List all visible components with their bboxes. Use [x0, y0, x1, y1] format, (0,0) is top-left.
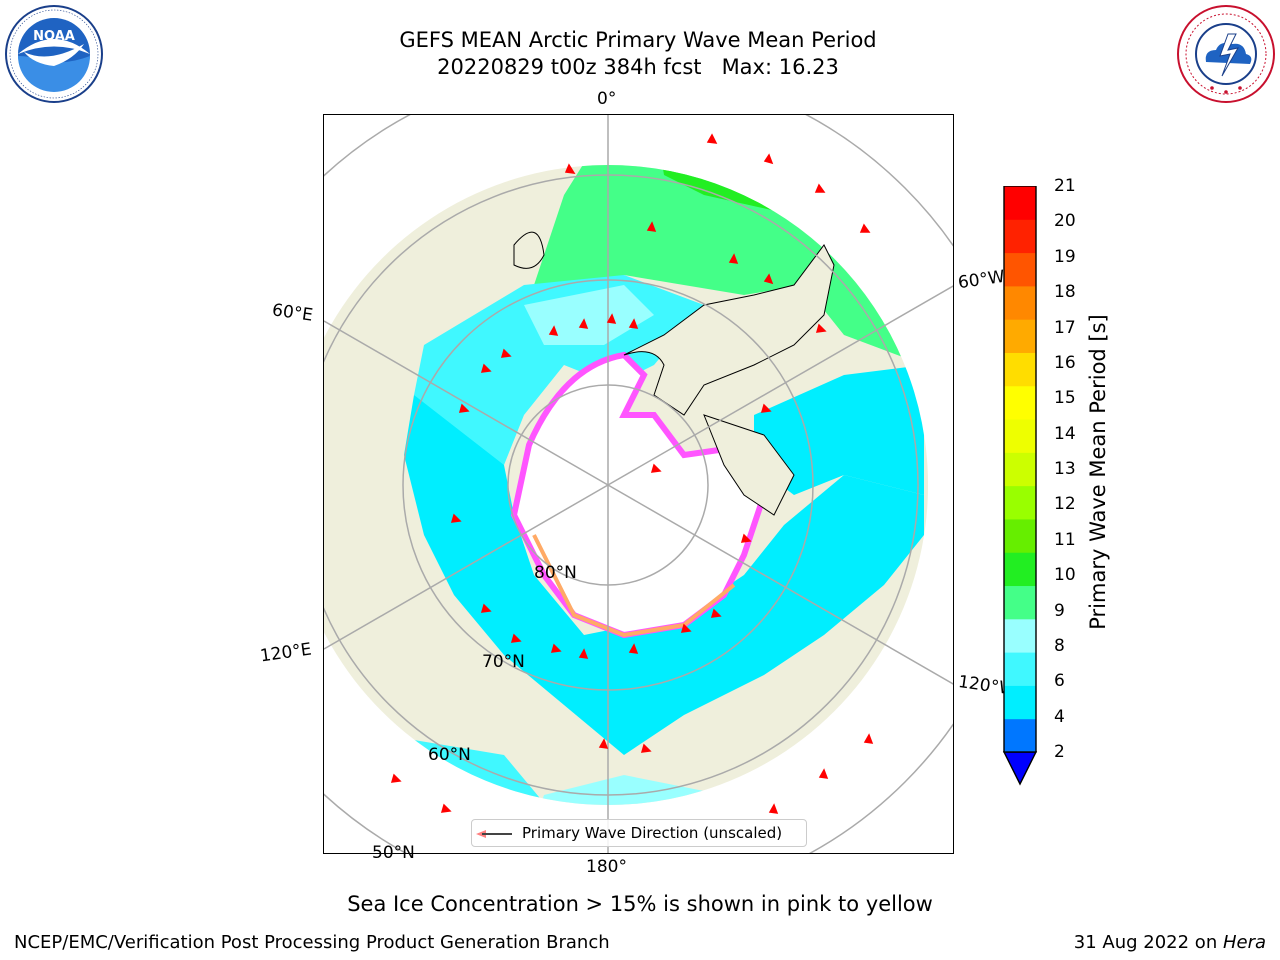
canadian-islands	[703, 414, 795, 516]
colorbar-tick-label: 11	[1054, 529, 1076, 550]
colorbar-band	[1004, 552, 1036, 587]
colorbar-tick-label: 19	[1054, 246, 1076, 267]
colorbar-tick-label: 20	[1054, 211, 1076, 232]
plot-title: GEFS MEAN Arctic Primary Wave Mean Perio…	[399, 28, 877, 52]
legend-arrow-icon	[476, 830, 486, 838]
lat-label-70n: 70°N	[482, 652, 525, 672]
lat-label-50n: 50°N	[372, 843, 415, 863]
legend-label: Primary Wave Direction (unscaled)	[522, 824, 783, 842]
lat-label-80n: 80°N	[534, 563, 577, 583]
domain-outside	[324, 115, 953, 853]
colorbar-band	[1004, 419, 1036, 453]
colorbar-tick-label: 8	[1054, 635, 1065, 656]
colorbar	[1002, 186, 1038, 786]
colorbar-band	[1004, 518, 1036, 553]
colorbar-band	[1004, 285, 1036, 320]
lon-label-60w: 60°W	[956, 266, 1007, 294]
colorbar-tick-label: 16	[1054, 352, 1076, 373]
colorbar-tick-label: 18	[1054, 282, 1076, 303]
colorbar-band	[1004, 319, 1036, 353]
footer-organization: NCEP/EMC/Verification Post Processing Pr…	[14, 932, 610, 953]
lon-label-0: 0°	[597, 89, 617, 109]
iceland	[513, 231, 545, 269]
colorbar-tick-label: 17	[1054, 317, 1076, 338]
noaa-logo-icon: NOAA	[5, 5, 103, 103]
sea-ice-note: Sea Ice Concentration > 15% is shown in …	[347, 892, 933, 916]
colorbar-band	[1004, 718, 1036, 753]
colorbar-tick-label: 13	[1054, 459, 1076, 479]
colorbar-band	[1004, 352, 1036, 387]
lon-label-120e: 120°E	[258, 639, 313, 667]
footer-date: 31 Aug 2022 on Hera	[1074, 931, 1266, 955]
lon-label-180: 180°	[586, 857, 627, 877]
colorbar-label: Primary Wave Mean Period [s]	[1086, 314, 1110, 630]
colorbar-tick-label: 6	[1054, 671, 1065, 692]
lat-label-60n: 60°N	[428, 745, 471, 765]
colorbar-tick-label: 9	[1054, 600, 1065, 621]
colorbar-tick-label: 10	[1054, 565, 1076, 586]
nws-logo-icon	[1177, 5, 1275, 103]
colorbar-tick-label: 2	[1054, 742, 1065, 762]
colorbar-band	[1004, 452, 1036, 487]
colorbar-band	[1004, 618, 1036, 653]
colorbar-extend-triangle	[1002, 751, 1038, 786]
svg-text:NOAA: NOAA	[33, 29, 75, 44]
map-legend: Primary Wave Direction (unscaled)	[471, 819, 807, 847]
colorbar-tick-label: 15	[1054, 388, 1076, 409]
wave-direction-arrows	[390, 133, 874, 814]
plot-subtitle: 20220829 t00z 384h fcst Max: 16.23	[437, 55, 839, 79]
colorbar-band	[1004, 652, 1036, 686]
colorbar-band	[1004, 219, 1036, 254]
colorbar-tick-label: 14	[1054, 423, 1076, 444]
colorbar-band	[1004, 585, 1036, 620]
footer-date-text: 31 Aug 2022 on	[1073, 932, 1223, 953]
colorbar-band	[1004, 186, 1036, 220]
colorbar-band	[1004, 252, 1036, 287]
colorbar-tick-label: 4	[1054, 706, 1065, 727]
longitude-grid	[324, 115, 953, 853]
wave-field-barents-light	[524, 285, 654, 345]
wave-field-baffin	[754, 365, 924, 495]
colorbar-band	[1004, 385, 1036, 420]
sea-ice-edge-yellow	[532, 534, 736, 638]
legend-line-icon	[482, 833, 512, 835]
wave-field-arctic-ocean	[404, 395, 924, 755]
colorbar-band	[1004, 485, 1036, 520]
polar-map-canvas	[324, 115, 953, 853]
lon-label-60e: 60°E	[270, 300, 315, 326]
footer-host: Hera	[1222, 932, 1266, 953]
colorbar-tick-label: 21	[1054, 176, 1076, 196]
colorbar-band	[1004, 685, 1036, 720]
polar-map: Primary Wave Direction (unscaled)	[323, 114, 954, 854]
colorbar-tick-label: 12	[1054, 494, 1076, 515]
